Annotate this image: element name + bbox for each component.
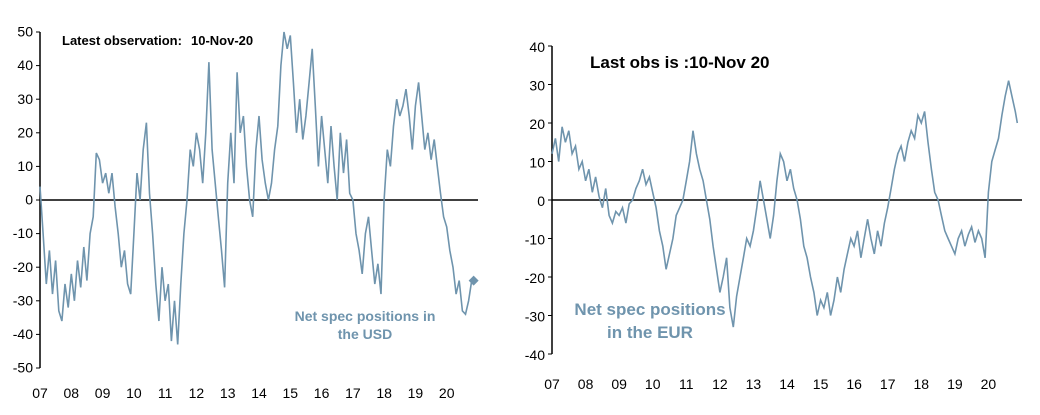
eur-y-tick-label: -40 [525, 347, 545, 363]
usd-x-tick-label: 15 [282, 385, 298, 401]
usd-y-tick-label: 0 [25, 192, 33, 208]
eur-x-tick-label: 11 [679, 376, 694, 392]
eur-series-label-line1: Net spec positions [574, 300, 725, 319]
usd-x-tick-label: 18 [376, 385, 392, 401]
usd-chart: 50 40 30 20 10 0 -10 -20 -30 -40 -50 07 08 09 10 11 12 1… [13, 24, 479, 401]
eur-annotation-label: Last obs is :10-Nov 20 [590, 53, 770, 72]
eur-x-tick-label: 16 [846, 376, 862, 392]
usd-x-tick-label: 08 [63, 385, 79, 401]
usd-x-ticks: 07 08 09 10 11 12 13 14 15 16 17 18 19 20 [32, 385, 455, 401]
eur-x-tick-label: 07 [544, 376, 560, 392]
usd-y-tick-label: -10 [13, 225, 33, 241]
eur-x-tick-label: 14 [779, 376, 795, 392]
eur-x-tick-label: 13 [746, 376, 762, 392]
usd-latest-marker [468, 275, 479, 286]
eur-y-tick-label: -20 [525, 270, 545, 286]
usd-x-tick-label: 17 [345, 385, 361, 401]
usd-y-tick-label: -20 [13, 259, 33, 275]
usd-x-tick-label: 14 [251, 385, 267, 401]
usd-x-tick-label: 09 [95, 385, 111, 401]
usd-x-tick-label: 10 [126, 385, 142, 401]
usd-x-tick-label: 12 [189, 385, 205, 401]
eur-series-label-line2: in the EUR [607, 323, 693, 342]
usd-annotation-label: Latest observation: [62, 33, 182, 48]
eur-x-tick-label: 20 [981, 376, 997, 392]
eur-x-tick-label: 08 [578, 376, 594, 392]
eur-y-tick-label: -10 [525, 231, 545, 247]
eur-x-tick-label: 18 [913, 376, 929, 392]
eur-x-tick-label: 15 [813, 376, 829, 392]
usd-y-tick-label: 40 [17, 57, 33, 73]
usd-y-tick-label: -30 [13, 292, 33, 308]
usd-x-tick-label: 19 [408, 385, 424, 401]
usd-series-label-line1: Net spec positions in [295, 308, 436, 324]
usd-y-tick-label: 10 [17, 158, 33, 174]
eur-series-line [551, 80, 1019, 328]
eur-y-tick-label: 20 [529, 116, 545, 132]
eur-y-ticks: 40 30 20 10 0 -10 -20 -30 -40 [525, 39, 552, 363]
eur-chart: 40 30 20 10 0 -10 -20 -30 -40 07 08 09 10 11 12 13 14 15… [525, 39, 1022, 392]
usd-x-tick-label: 13 [220, 385, 236, 401]
usd-annotation-value: 10-Nov-20 [191, 33, 253, 48]
usd-y-tick-label: 50 [17, 24, 33, 40]
usd-y-tick-label: 30 [17, 91, 33, 107]
eur-x-tick-label: 12 [712, 376, 728, 392]
usd-y-tick-label: -40 [13, 326, 33, 342]
eur-y-tick-label: 0 [537, 193, 545, 209]
usd-x-tick-label: 20 [439, 385, 455, 401]
eur-y-tick-label: 40 [529, 39, 545, 55]
usd-x-tick-label: 07 [32, 385, 48, 401]
eur-x-tick-label: 10 [645, 376, 661, 392]
eur-x-tick-label: 17 [880, 376, 896, 392]
usd-x-tick-label: 16 [314, 385, 330, 401]
eur-y-tick-label: -30 [525, 308, 545, 324]
usd-x-tick-label: 11 [158, 385, 173, 401]
eur-y-tick-label: 10 [529, 154, 545, 170]
usd-series-line [39, 31, 474, 345]
eur-y-tick-label: 30 [529, 77, 545, 93]
usd-y-tick-label: -50 [13, 360, 33, 376]
eur-x-tick-label: 09 [611, 376, 627, 392]
usd-y-ticks: 50 40 30 20 10 0 -10 -20 -30 -40 -50 [13, 24, 40, 376]
usd-y-tick-label: 20 [17, 124, 33, 140]
eur-x-ticks: 07 08 09 10 11 12 13 14 15 16 17 18 19 20 [544, 376, 996, 392]
eur-x-tick-label: 19 [947, 376, 963, 392]
usd-series-label-line2: the USD [338, 326, 392, 342]
